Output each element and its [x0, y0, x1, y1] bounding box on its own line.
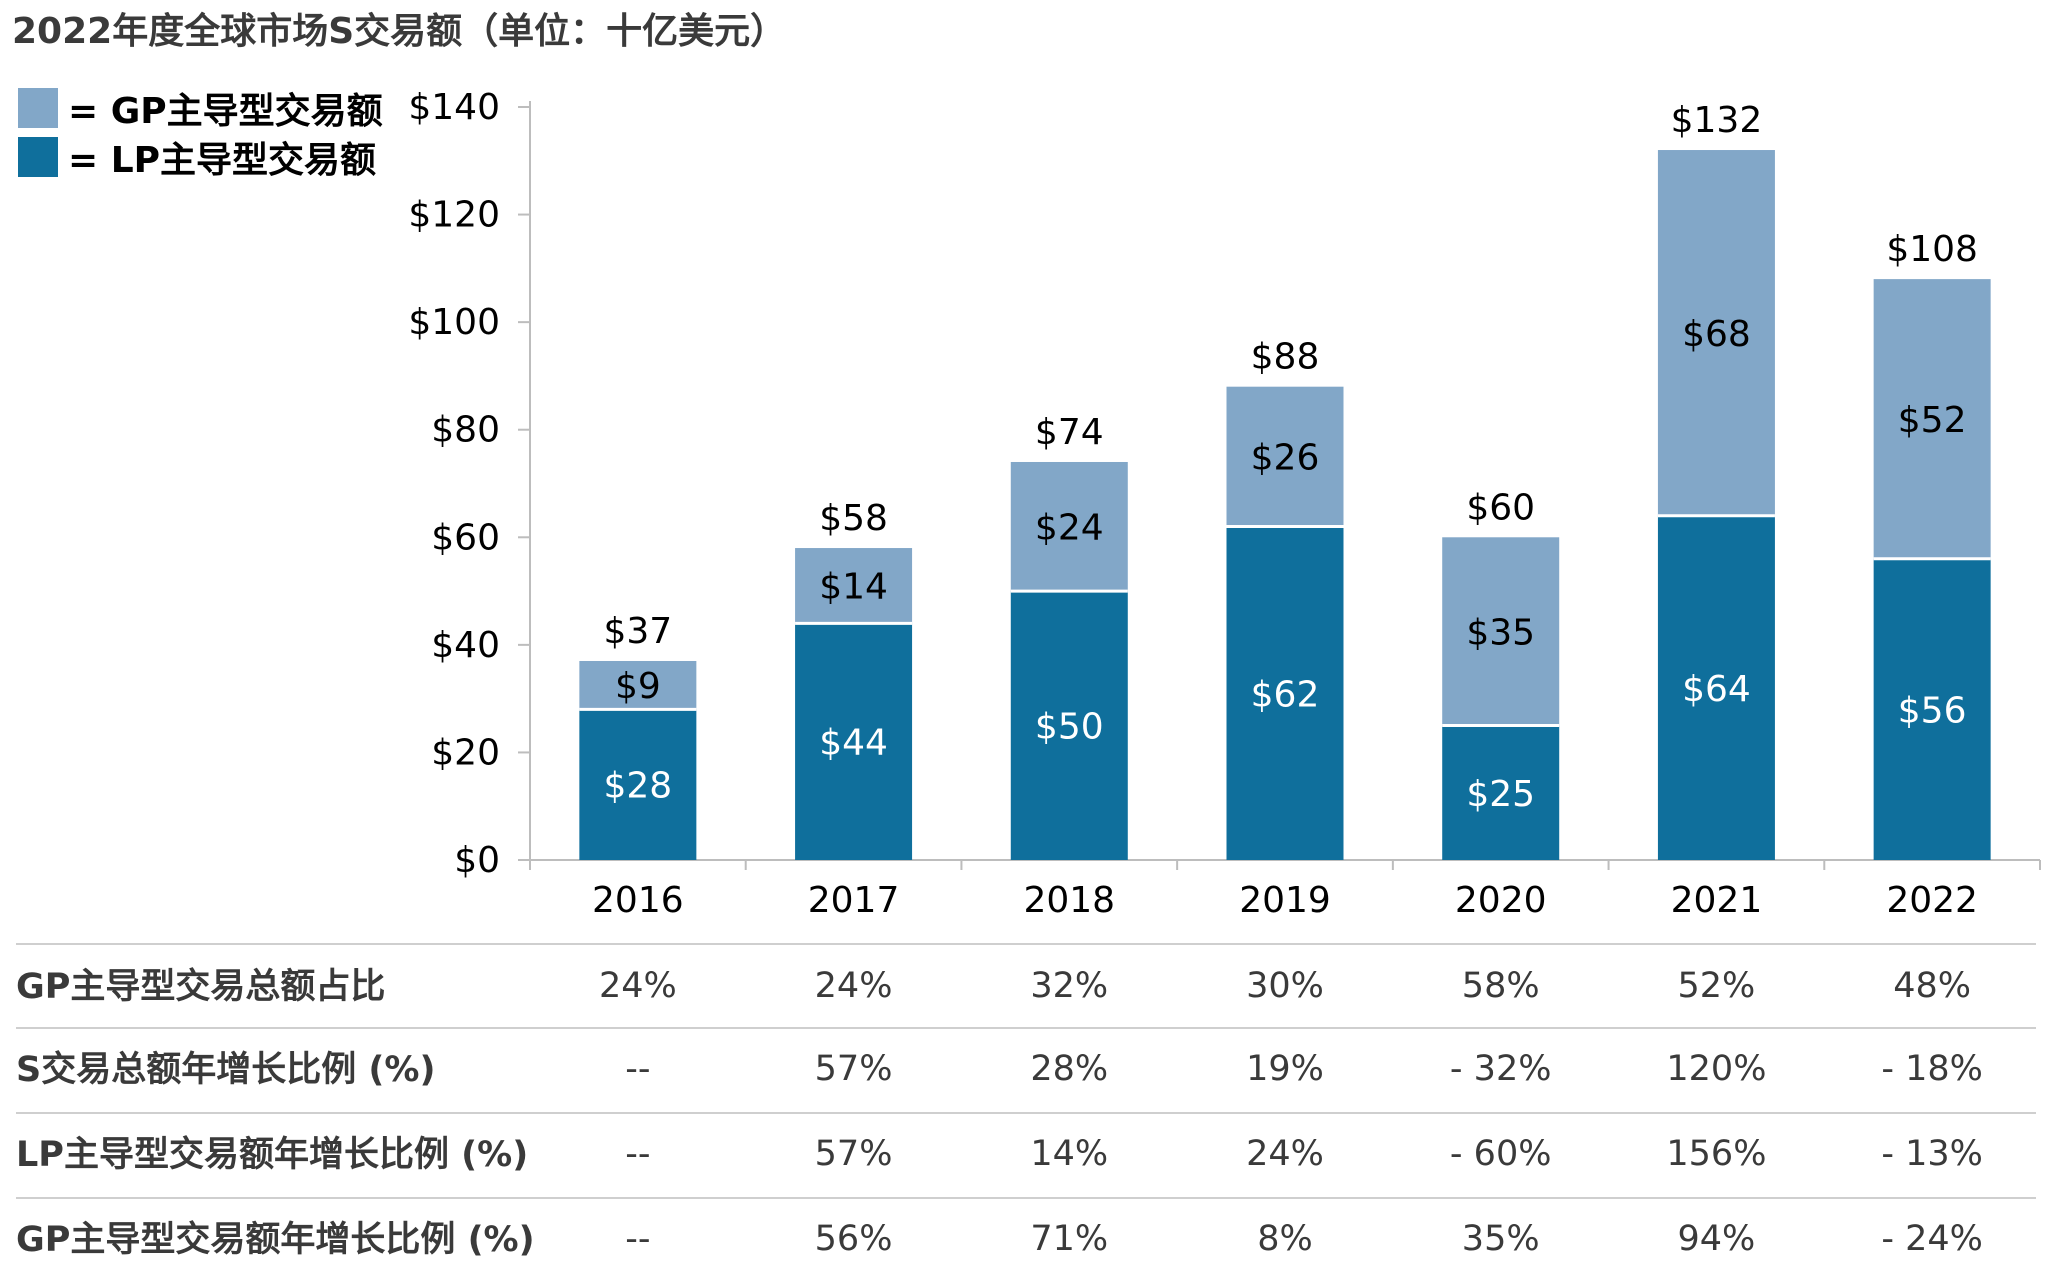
bar-total-label: $132 — [1671, 100, 1763, 141]
bar-gp-label: $35 — [1466, 612, 1535, 653]
table-row-label: GP主导型交易额年增长比例 (%) — [16, 1220, 535, 1260]
bar-lp — [1226, 526, 1344, 860]
table-cell: - 18% — [1881, 1049, 1983, 1089]
x-tick-label: 2021 — [1671, 880, 1763, 920]
bar-gp — [1010, 461, 1128, 592]
table-row-divider — [16, 1197, 2036, 1199]
table-cell: -- — [625, 1134, 651, 1174]
bar-lp-label: $28 — [603, 766, 672, 807]
bar-lp-label: $64 — [1682, 669, 1751, 710]
table-cell: -- — [625, 1219, 651, 1259]
y-tick-label: $40 — [431, 625, 500, 666]
table-cell: - 60% — [1449, 1134, 1552, 1174]
bar-total-label: $37 — [603, 611, 672, 652]
x-tick-label: 2022 — [1886, 880, 1978, 920]
bar-gp-label: $24 — [1035, 508, 1104, 549]
table-cell: 52% — [1677, 966, 1756, 1006]
bar-lp — [1442, 725, 1560, 860]
legend-item-lp: = LP主导型交易额 — [18, 137, 376, 181]
legend-swatch-lp — [18, 137, 58, 177]
bar-lp-label: $44 — [819, 723, 888, 764]
bar-total-label: $108 — [1886, 229, 1978, 270]
table-row-divider — [16, 1027, 2036, 1029]
bar-total-label: $88 — [1251, 337, 1320, 378]
table-cell: 58% — [1461, 966, 1540, 1006]
y-tick-label: $0 — [454, 840, 500, 881]
table-cell: 57% — [814, 1134, 893, 1174]
table-cell: -- — [625, 1049, 651, 1089]
table-cell: 35% — [1461, 1219, 1540, 1259]
bar-gp — [1873, 279, 1991, 559]
bar-gp — [579, 660, 697, 710]
table-cell: 56% — [814, 1219, 893, 1259]
table-cell: 28% — [1030, 1049, 1109, 1089]
stacked-bar-chart: $0 $20 $40 $60 $80 $100 $120 $140 $28 $9 $37 2016 $4… — [408, 87, 2041, 920]
bar-lp-label: $50 — [1035, 707, 1104, 748]
y-tick-label: $120 — [408, 195, 500, 236]
y-tick-label: $100 — [408, 302, 500, 343]
legend-label-lp: = LP主导型交易额 — [68, 140, 377, 181]
table-cell: 120% — [1666, 1049, 1767, 1089]
x-tick-label: 2016 — [592, 880, 684, 920]
bar-gp — [795, 548, 913, 624]
legend-item-gp: = GP主导型交易额 — [18, 88, 383, 132]
table-cell: 24% — [1246, 1134, 1324, 1174]
bar-lp-label: $62 — [1251, 674, 1320, 715]
legend-swatch-gp — [18, 88, 58, 128]
table-row-label: S交易总额年增长比例 (%) — [16, 1050, 436, 1090]
bar-lp — [1010, 591, 1128, 860]
table-cell: 14% — [1030, 1134, 1109, 1174]
bar-lp-label: $56 — [1898, 690, 1967, 731]
table-cell: 30% — [1246, 966, 1324, 1006]
table-row-label: GP主导型交易总额占比 — [16, 967, 386, 1007]
table-cell: 32% — [1030, 966, 1109, 1006]
y-tick-label: $20 — [431, 732, 500, 773]
table-cell: 19% — [1246, 1049, 1324, 1089]
y-tick-label: $140 — [408, 87, 500, 128]
bar-gp-label: $14 — [819, 567, 888, 608]
table-cell: 8% — [1257, 1219, 1313, 1259]
bar-lp — [579, 709, 697, 860]
bar-gp-label: $9 — [615, 666, 661, 707]
bar-lp — [1657, 515, 1775, 860]
x-tick-label: 2018 — [1023, 880, 1115, 920]
table-cell: - 32% — [1449, 1049, 1552, 1089]
table-row-divider — [16, 943, 2036, 945]
table-cell: - 13% — [1881, 1134, 1983, 1174]
table-cell: 24% — [814, 966, 893, 1006]
bar-gp-label: $52 — [1898, 400, 1967, 441]
bar-total-label: $60 — [1466, 487, 1535, 528]
table-cell: 94% — [1677, 1219, 1756, 1259]
legend-label-gp: = GP主导型交易额 — [68, 91, 383, 132]
x-tick-label: 2020 — [1455, 880, 1547, 920]
bar-lp-label: $25 — [1466, 774, 1535, 815]
bar-lp — [795, 623, 913, 860]
bar-lp — [1873, 558, 1991, 860]
bar-gp — [1226, 386, 1344, 527]
x-tick-label: 2019 — [1239, 880, 1331, 920]
y-tick-label: $60 — [431, 517, 500, 558]
bar-total-label: $58 — [819, 498, 888, 539]
bar-total-label: $74 — [1035, 412, 1104, 453]
bar-gp-label: $26 — [1251, 438, 1320, 479]
bar-gp — [1442, 537, 1560, 726]
y-tick-label: $80 — [431, 410, 500, 451]
table-cell: - 24% — [1881, 1219, 1983, 1259]
table-row-label: LP主导型交易额年增长比例 (%) — [16, 1135, 529, 1175]
bar-gp-label: $68 — [1682, 314, 1751, 355]
table-cell: 156% — [1666, 1134, 1767, 1174]
bar-gp — [1657, 150, 1775, 516]
x-tick-label: 2017 — [808, 880, 900, 920]
table-cell: 48% — [1893, 966, 1972, 1006]
table-cell: 24% — [598, 966, 677, 1006]
chart-title: 2022年度全球市场S交易额（单位：十亿美元） — [12, 11, 787, 52]
table-cell: 57% — [814, 1049, 893, 1089]
table-row-divider — [16, 1112, 2036, 1114]
table-cell: 71% — [1030, 1219, 1109, 1259]
